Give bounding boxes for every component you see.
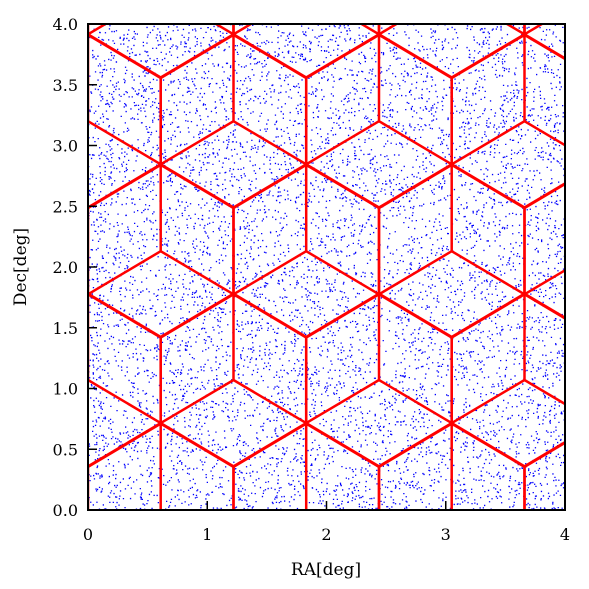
tile-hexagon-12: [88, 422, 235, 510]
tiling-layer: [88, 24, 565, 510]
y-tick-label-3: 1.5: [53, 319, 78, 338]
x-tick-label-2: 2: [321, 525, 331, 544]
tile-hexagon-14: [377, 422, 526, 510]
y-tick-label-7: 3.5: [53, 76, 78, 95]
tile-hexagon-17: [232, 24, 381, 79]
y-tick-label-1: 0.5: [53, 440, 78, 459]
tile-hexagon-16: [88, 24, 235, 79]
y-axis: 0.0 0.5 1.0 1.5 2.0 2.5 3.0 3.5 4.0: [53, 15, 97, 520]
y-tick-label-6: 3.0: [53, 137, 78, 156]
y-tick-label-4: 2.0: [53, 258, 78, 277]
x-tick-label-3: 3: [441, 525, 451, 544]
y-tick-label-8: 4.0: [53, 15, 78, 34]
x-axis: 0 1 2 3 4: [83, 501, 570, 544]
y-tick-label-2: 1.0: [53, 380, 78, 399]
tile-hexagon-18: [377, 24, 526, 79]
tile-hexagon-13: [232, 422, 381, 510]
y-axis-label: Dec[deg]: [11, 228, 31, 306]
x-axis-label: RA[deg]: [291, 560, 361, 580]
y-tick-label-0: 0.0: [53, 501, 78, 520]
y-tick-label-5: 2.5: [53, 197, 78, 216]
x-tick-label-4: 4: [560, 525, 570, 544]
x-tick-label-1: 1: [202, 525, 212, 544]
x-tick-label-0: 0: [83, 525, 93, 544]
